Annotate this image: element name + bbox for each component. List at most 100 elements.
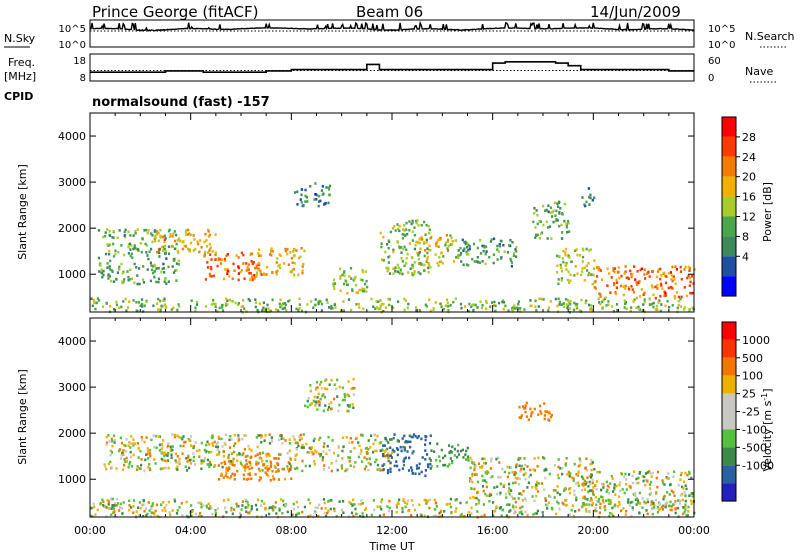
power-cell (387, 239, 390, 242)
velocity-cell (225, 466, 228, 470)
power-cell (588, 303, 591, 307)
power-cell (646, 272, 649, 275)
velocity-cell (180, 502, 183, 505)
velocity-cell (690, 476, 693, 480)
power-cell (325, 298, 328, 302)
velocity-cell (646, 512, 649, 516)
power-cell (176, 249, 179, 253)
power-cell (547, 226, 550, 229)
velocity-cell (254, 473, 257, 476)
power-cell (164, 252, 167, 255)
time-tick-label: 00:00 (74, 524, 106, 537)
velocity-cell (498, 461, 501, 464)
velocity-cell (152, 434, 155, 437)
power-cell (350, 308, 353, 312)
velocity-cell (324, 507, 327, 510)
velocity-cell (462, 456, 465, 459)
velocity-cell (129, 450, 132, 454)
power-cell (144, 242, 147, 246)
velocity-cell (608, 502, 611, 506)
power-cell (472, 303, 475, 306)
power-cell (446, 301, 449, 305)
power-cell (298, 306, 301, 310)
power-cell (676, 306, 679, 310)
velocity-cell (120, 454, 123, 457)
power-cell (590, 273, 593, 276)
velocity-cell (403, 434, 406, 438)
velocity-cell (534, 485, 537, 489)
power-cell (209, 247, 212, 251)
power-cell (379, 307, 382, 310)
power-cell (555, 218, 558, 221)
velocity-cell (632, 493, 635, 496)
power-cell (656, 284, 659, 287)
velocity-cell (273, 464, 276, 468)
velocity-cell (145, 453, 148, 456)
velocity-cell (244, 498, 247, 502)
velocity-cell (424, 443, 427, 446)
velocity-cell (499, 482, 502, 486)
power-cell (255, 264, 258, 267)
power-cell (405, 228, 408, 231)
power-cell (93, 300, 96, 304)
noise-frame (89, 19, 695, 48)
power-cell (143, 229, 146, 232)
power-cell (164, 244, 167, 248)
velocity-cell (389, 438, 392, 441)
power-cell (226, 268, 229, 271)
velocity-cell (338, 500, 341, 503)
power-cell (159, 236, 162, 239)
power-cell (123, 253, 126, 257)
velocity-colorbar-tick-label: -500 (742, 441, 767, 454)
velocity-cell (410, 514, 413, 517)
power-cell (423, 263, 426, 267)
power-cell (132, 299, 135, 302)
velocity-cell (121, 451, 124, 455)
velocity-cell (355, 512, 358, 516)
velocity-cell (378, 514, 382, 518)
power-cell (616, 281, 619, 284)
velocity-cell (365, 451, 368, 454)
power-cell (262, 301, 265, 304)
velocity-cell (395, 506, 398, 509)
power-cell (284, 303, 287, 307)
velocity-cell (376, 434, 379, 438)
power-cell (188, 249, 192, 253)
velocity-cell (411, 504, 415, 507)
velocity-cell (465, 501, 468, 504)
velocity-cell (649, 491, 652, 495)
velocity-cell (475, 464, 478, 468)
velocity-cell (421, 456, 424, 459)
power-cell (569, 279, 572, 282)
velocity-cell (323, 464, 326, 467)
velocity-cell (231, 472, 234, 476)
power-cell (320, 309, 323, 312)
velocity-cell (636, 501, 639, 505)
power-cell (163, 247, 166, 251)
velocity-cell (584, 482, 587, 486)
power-cell (181, 247, 184, 251)
power-cell (639, 268, 642, 272)
power-cell (467, 249, 470, 252)
velocity-cell (586, 476, 589, 480)
power-cell (547, 309, 550, 312)
velocity-cell (245, 510, 248, 513)
power-cell (599, 302, 602, 306)
velocity-cell (469, 466, 472, 470)
velocity-cell (245, 462, 248, 466)
power-cell (209, 253, 212, 256)
power-cell (547, 210, 550, 214)
velocity-cell (611, 477, 614, 480)
velocity-cell (627, 498, 630, 501)
velocity-cell (599, 506, 602, 509)
power-cell (429, 236, 432, 240)
power-cell (415, 221, 418, 225)
velocity-cell (96, 508, 99, 512)
velocity-cell (590, 458, 593, 462)
velocity-cell (624, 513, 627, 516)
velocity-cell (418, 472, 421, 476)
power-colorbar-tick-label: 12 (742, 210, 756, 223)
power-cell (226, 269, 229, 273)
power-cell (418, 238, 421, 241)
velocity-cell (484, 471, 487, 474)
